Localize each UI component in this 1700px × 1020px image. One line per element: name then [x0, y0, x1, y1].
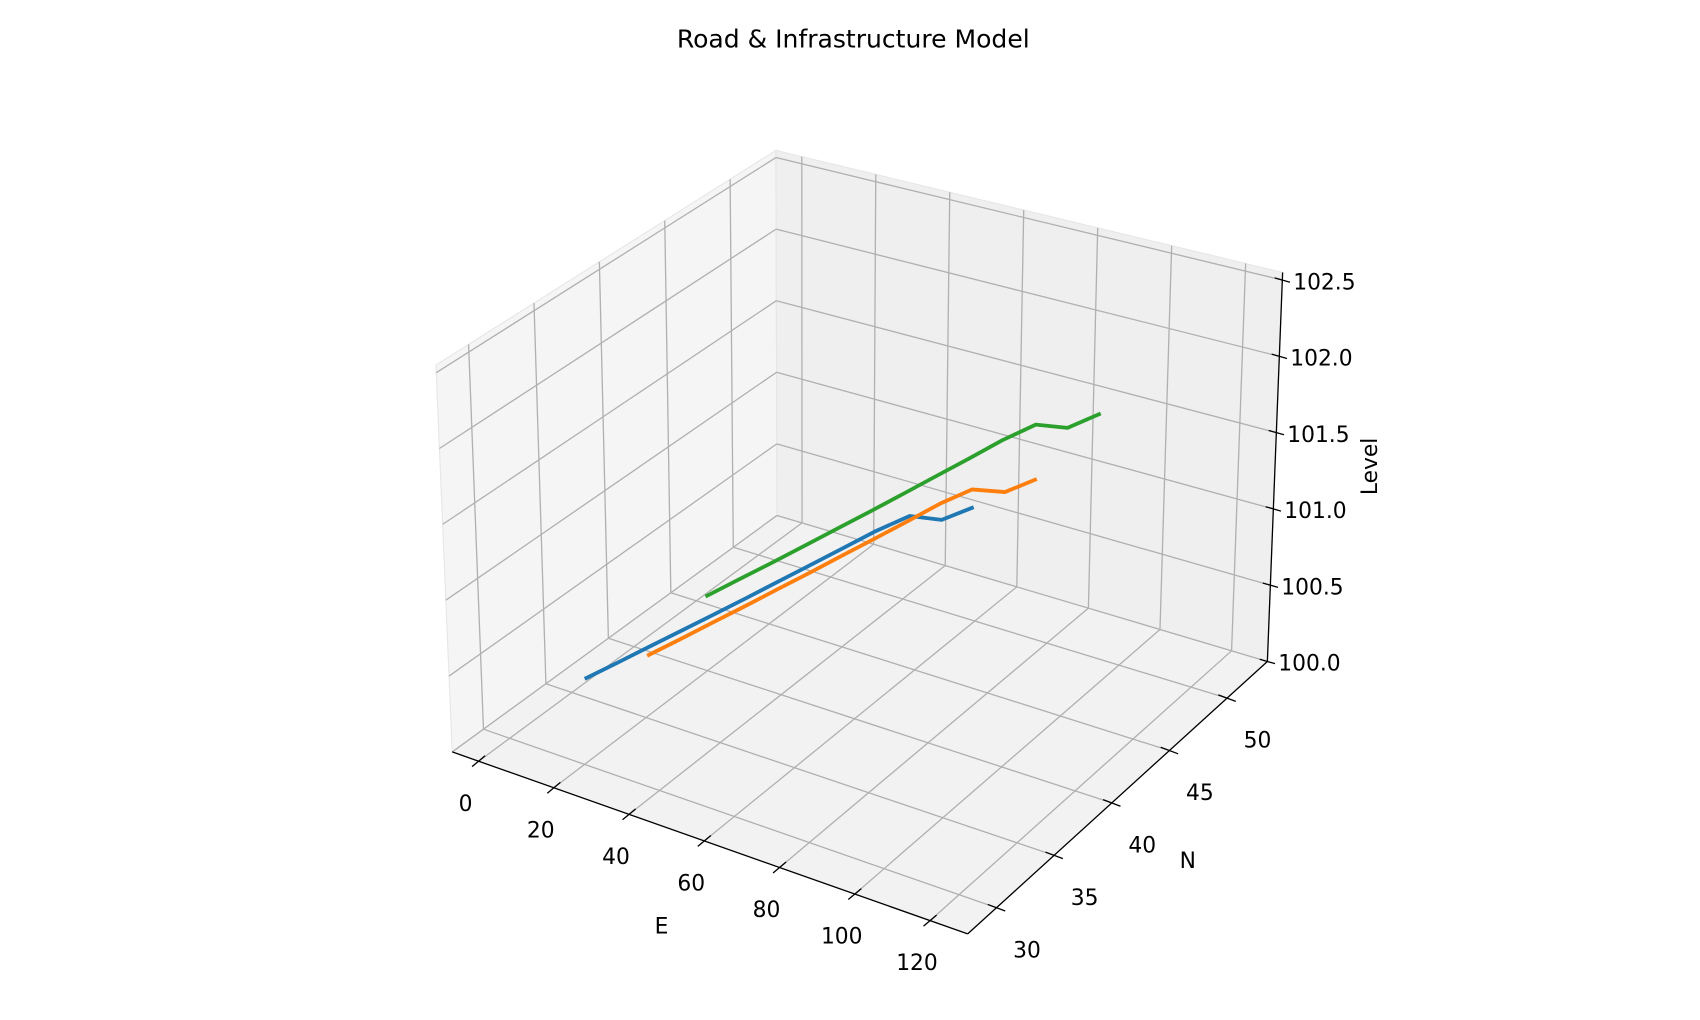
grid-line: [545, 683, 1055, 856]
x-axis-line: [452, 751, 968, 935]
y-axis-line: [967, 660, 1268, 935]
series-line: [646, 477, 1038, 658]
grid-line: [608, 637, 1112, 804]
grid-line: [776, 371, 1274, 510]
grid-line: [733, 546, 1228, 699]
y-tick-label: 50: [1244, 729, 1272, 754]
grid-line: [598, 261, 610, 639]
grid-line: [467, 344, 485, 730]
grid-line: [533, 303, 547, 684]
grid-line: [628, 565, 946, 815]
x-tick-label: 60: [677, 872, 705, 897]
series-line: [704, 411, 1102, 599]
grid-line: [442, 300, 777, 525]
grid-line: [483, 728, 997, 909]
grid-line: [448, 443, 778, 677]
grid-line: [854, 629, 1161, 895]
y-tick-label: 35: [1071, 886, 1099, 911]
y-tick-label: 40: [1128, 834, 1156, 859]
grid-line: [670, 592, 1170, 752]
z-axis-label: Level: [1358, 438, 1383, 495]
z-tick-label: 100.0: [1278, 652, 1340, 677]
grid-line: [944, 192, 951, 566]
x-tick-label: 120: [896, 951, 938, 976]
grid-line: [929, 650, 1233, 922]
x-tick-label: 100: [821, 925, 863, 950]
grid-line: [1159, 245, 1173, 630]
z-tick-label: 102.5: [1293, 270, 1355, 295]
grid-line: [779, 607, 1089, 868]
y-axis-label: N: [1180, 849, 1196, 874]
x-tick-label: 40: [602, 845, 630, 870]
x-tick-label: 80: [753, 898, 781, 923]
grid-line: [729, 179, 734, 548]
grid-line: [776, 300, 1277, 434]
grid-line: [478, 522, 803, 762]
grid-line: [1016, 210, 1025, 587]
grid-line: [553, 543, 875, 789]
series-line: [583, 505, 975, 681]
grid-line: [451, 514, 778, 753]
grid-line: [664, 220, 672, 593]
x-tick-label: 20: [527, 818, 555, 843]
grid-line: [775, 228, 1280, 357]
grid-line: [872, 174, 877, 545]
grid-line: [435, 156, 777, 374]
grid-line: [445, 371, 777, 601]
z-tick-label: 100.5: [1281, 575, 1343, 600]
x-tick-label: 0: [459, 792, 473, 817]
x-axis-label: E: [655, 914, 669, 939]
z-tick-label: 101.5: [1287, 423, 1349, 448]
y-tick-label: 30: [1013, 938, 1041, 963]
grid-line: [703, 586, 1018, 842]
grid-line: [775, 156, 1283, 281]
y-tick-label: 45: [1186, 781, 1214, 806]
grid-line: [776, 443, 1271, 586]
grid-line: [439, 228, 777, 450]
grid-line: [1230, 263, 1247, 651]
z-tick-label: 101.0: [1284, 499, 1346, 524]
chart-title: Road & Infrastructure Model: [677, 24, 1030, 53]
z-axis-line: [1266, 272, 1284, 662]
z-tick-label: 102.0: [1290, 347, 1352, 372]
